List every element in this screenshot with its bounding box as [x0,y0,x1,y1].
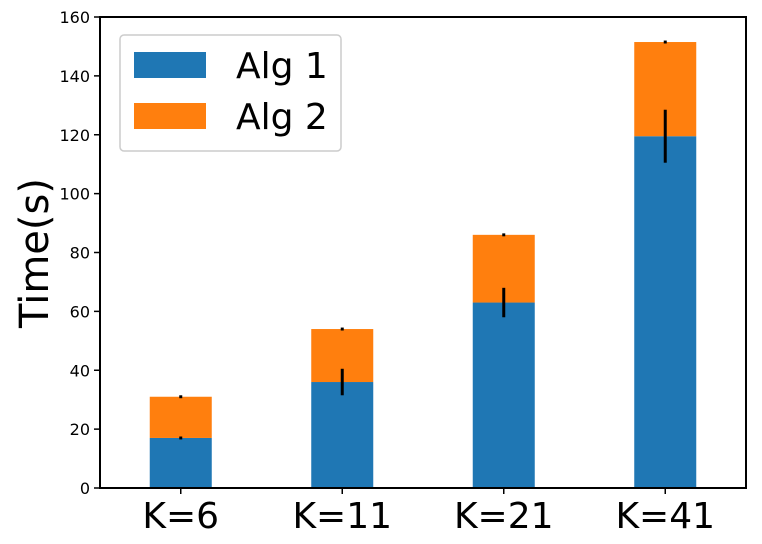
y-tick-label: 80 [70,244,90,263]
bar-alg-1 [634,136,697,489]
x-tick-label: K=21 [454,496,554,537]
y-tick-label: 60 [70,302,90,321]
bar-alg-2 [149,396,212,438]
legend-label: Alg 1 [236,46,328,87]
y-tick-label: 0 [80,479,90,498]
y-tick-label: 120 [59,126,90,145]
y-tick-label: 160 [59,8,90,27]
x-tick-label: K=6 [142,496,219,537]
x-axis-ticks: K=6 K=11 K=21 K=41 [142,488,715,537]
x-tick-label: K=11 [292,496,392,537]
error-bars [179,40,667,440]
legend-swatch [134,103,206,129]
y-tick-label: 140 [59,67,90,86]
bar-alg-1 [311,382,374,488]
bar-alg-1 [149,437,212,488]
y-axis-label: Time(s) [12,178,58,329]
bar-alg-1 [472,302,535,488]
x-tick-label: K=41 [615,496,715,537]
y-tick-label: 40 [70,361,90,380]
y-axis-ticks: 0 20 40 60 80 100 120 140 160 [59,8,100,498]
bars [149,42,697,489]
legend-swatch [134,52,206,78]
plot-frame [99,16,747,489]
legend-label: Alg 2 [236,97,328,138]
y-tick-label: 100 [59,185,90,204]
legend: Alg 1 Alg 2 [119,34,342,152]
y-tick-label: 20 [70,420,90,439]
